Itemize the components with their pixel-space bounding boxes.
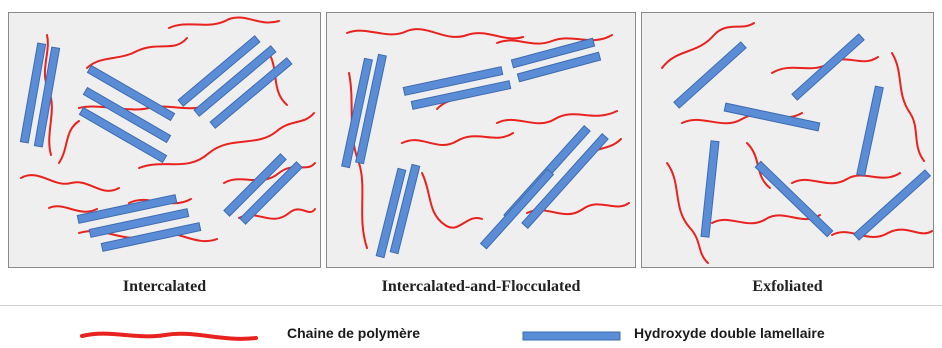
ldh-layer [516, 51, 602, 83]
ldh-layer-legend-label: Hydroxyde double lamellaire [634, 325, 825, 341]
polymer-chain [268, 52, 288, 106]
polymer-chain [401, 132, 514, 146]
ldh-layer [76, 194, 178, 224]
ldh-layer [177, 35, 261, 107]
polymer-chain [496, 34, 613, 45]
intercalated-caption: Intercalated [122, 278, 207, 295]
ldh-layer [86, 64, 176, 122]
exfoliated-illustration [661, 22, 933, 264]
ldh-layer [239, 161, 303, 225]
ldh-layer [389, 163, 421, 255]
polymer-chain-legend-icon [80, 331, 258, 341]
ldh-layer [33, 46, 61, 148]
polymer-chain [711, 214, 821, 225]
polymer-chain [168, 16, 280, 29]
legend-divider [0, 305, 942, 306]
ldh-layer [193, 45, 277, 117]
intercalated-panel [8, 12, 321, 268]
exfoliated-panel [641, 12, 934, 268]
ldh-layer [723, 102, 821, 132]
polymer-chain-legend-label: Chaine de polymère [287, 325, 421, 341]
ldh-layer [673, 41, 747, 109]
polymer-chain [421, 172, 483, 229]
ldh-layer [100, 222, 202, 252]
polymer-chain [223, 162, 316, 184]
polymer-chain [496, 110, 618, 125]
polymer-chain [891, 52, 925, 162]
ldh-layer [355, 53, 387, 165]
ldh-layer [88, 208, 190, 238]
intercalated-flocculated-illustration [341, 28, 630, 259]
ldh-layer [410, 80, 512, 110]
ldh-layer [791, 33, 865, 101]
polymer-chain [831, 228, 933, 238]
ldh-layer [375, 167, 407, 259]
ldh-layer [510, 37, 596, 69]
polymer-chain [138, 112, 315, 169]
ldh-layer [19, 42, 47, 144]
polymer-chain [20, 174, 120, 192]
ldh-layer [78, 106, 168, 164]
polymer-chain [48, 205, 98, 213]
polymer-chain [791, 172, 901, 185]
intercalated-illustration [19, 16, 316, 252]
intercalated-flocculated-panel [326, 12, 636, 268]
polymer-chain [86, 37, 188, 69]
intercalated-flocculated-caption: Intercalated-and-Flocculated [381, 278, 581, 295]
polymer-chain [58, 120, 80, 164]
ldh-layer [479, 168, 555, 250]
ldh-layer-legend-icon [522, 331, 621, 341]
polymer-chain [666, 162, 709, 264]
ldh-layer [341, 57, 373, 169]
ldh-layer [223, 153, 287, 217]
ldh-layer [209, 57, 293, 129]
ldh-layer [402, 66, 504, 96]
ldh-layer [856, 85, 884, 177]
ldh-layer [852, 169, 932, 241]
polymer-chain [661, 22, 755, 69]
ldh-layer [754, 160, 834, 238]
polymer-chain [346, 28, 524, 40]
exfoliated-caption: Exfoliated [752, 278, 823, 295]
ldh-layer [82, 86, 172, 144]
ldh-layer [521, 133, 609, 229]
ldh-layer [700, 140, 720, 238]
